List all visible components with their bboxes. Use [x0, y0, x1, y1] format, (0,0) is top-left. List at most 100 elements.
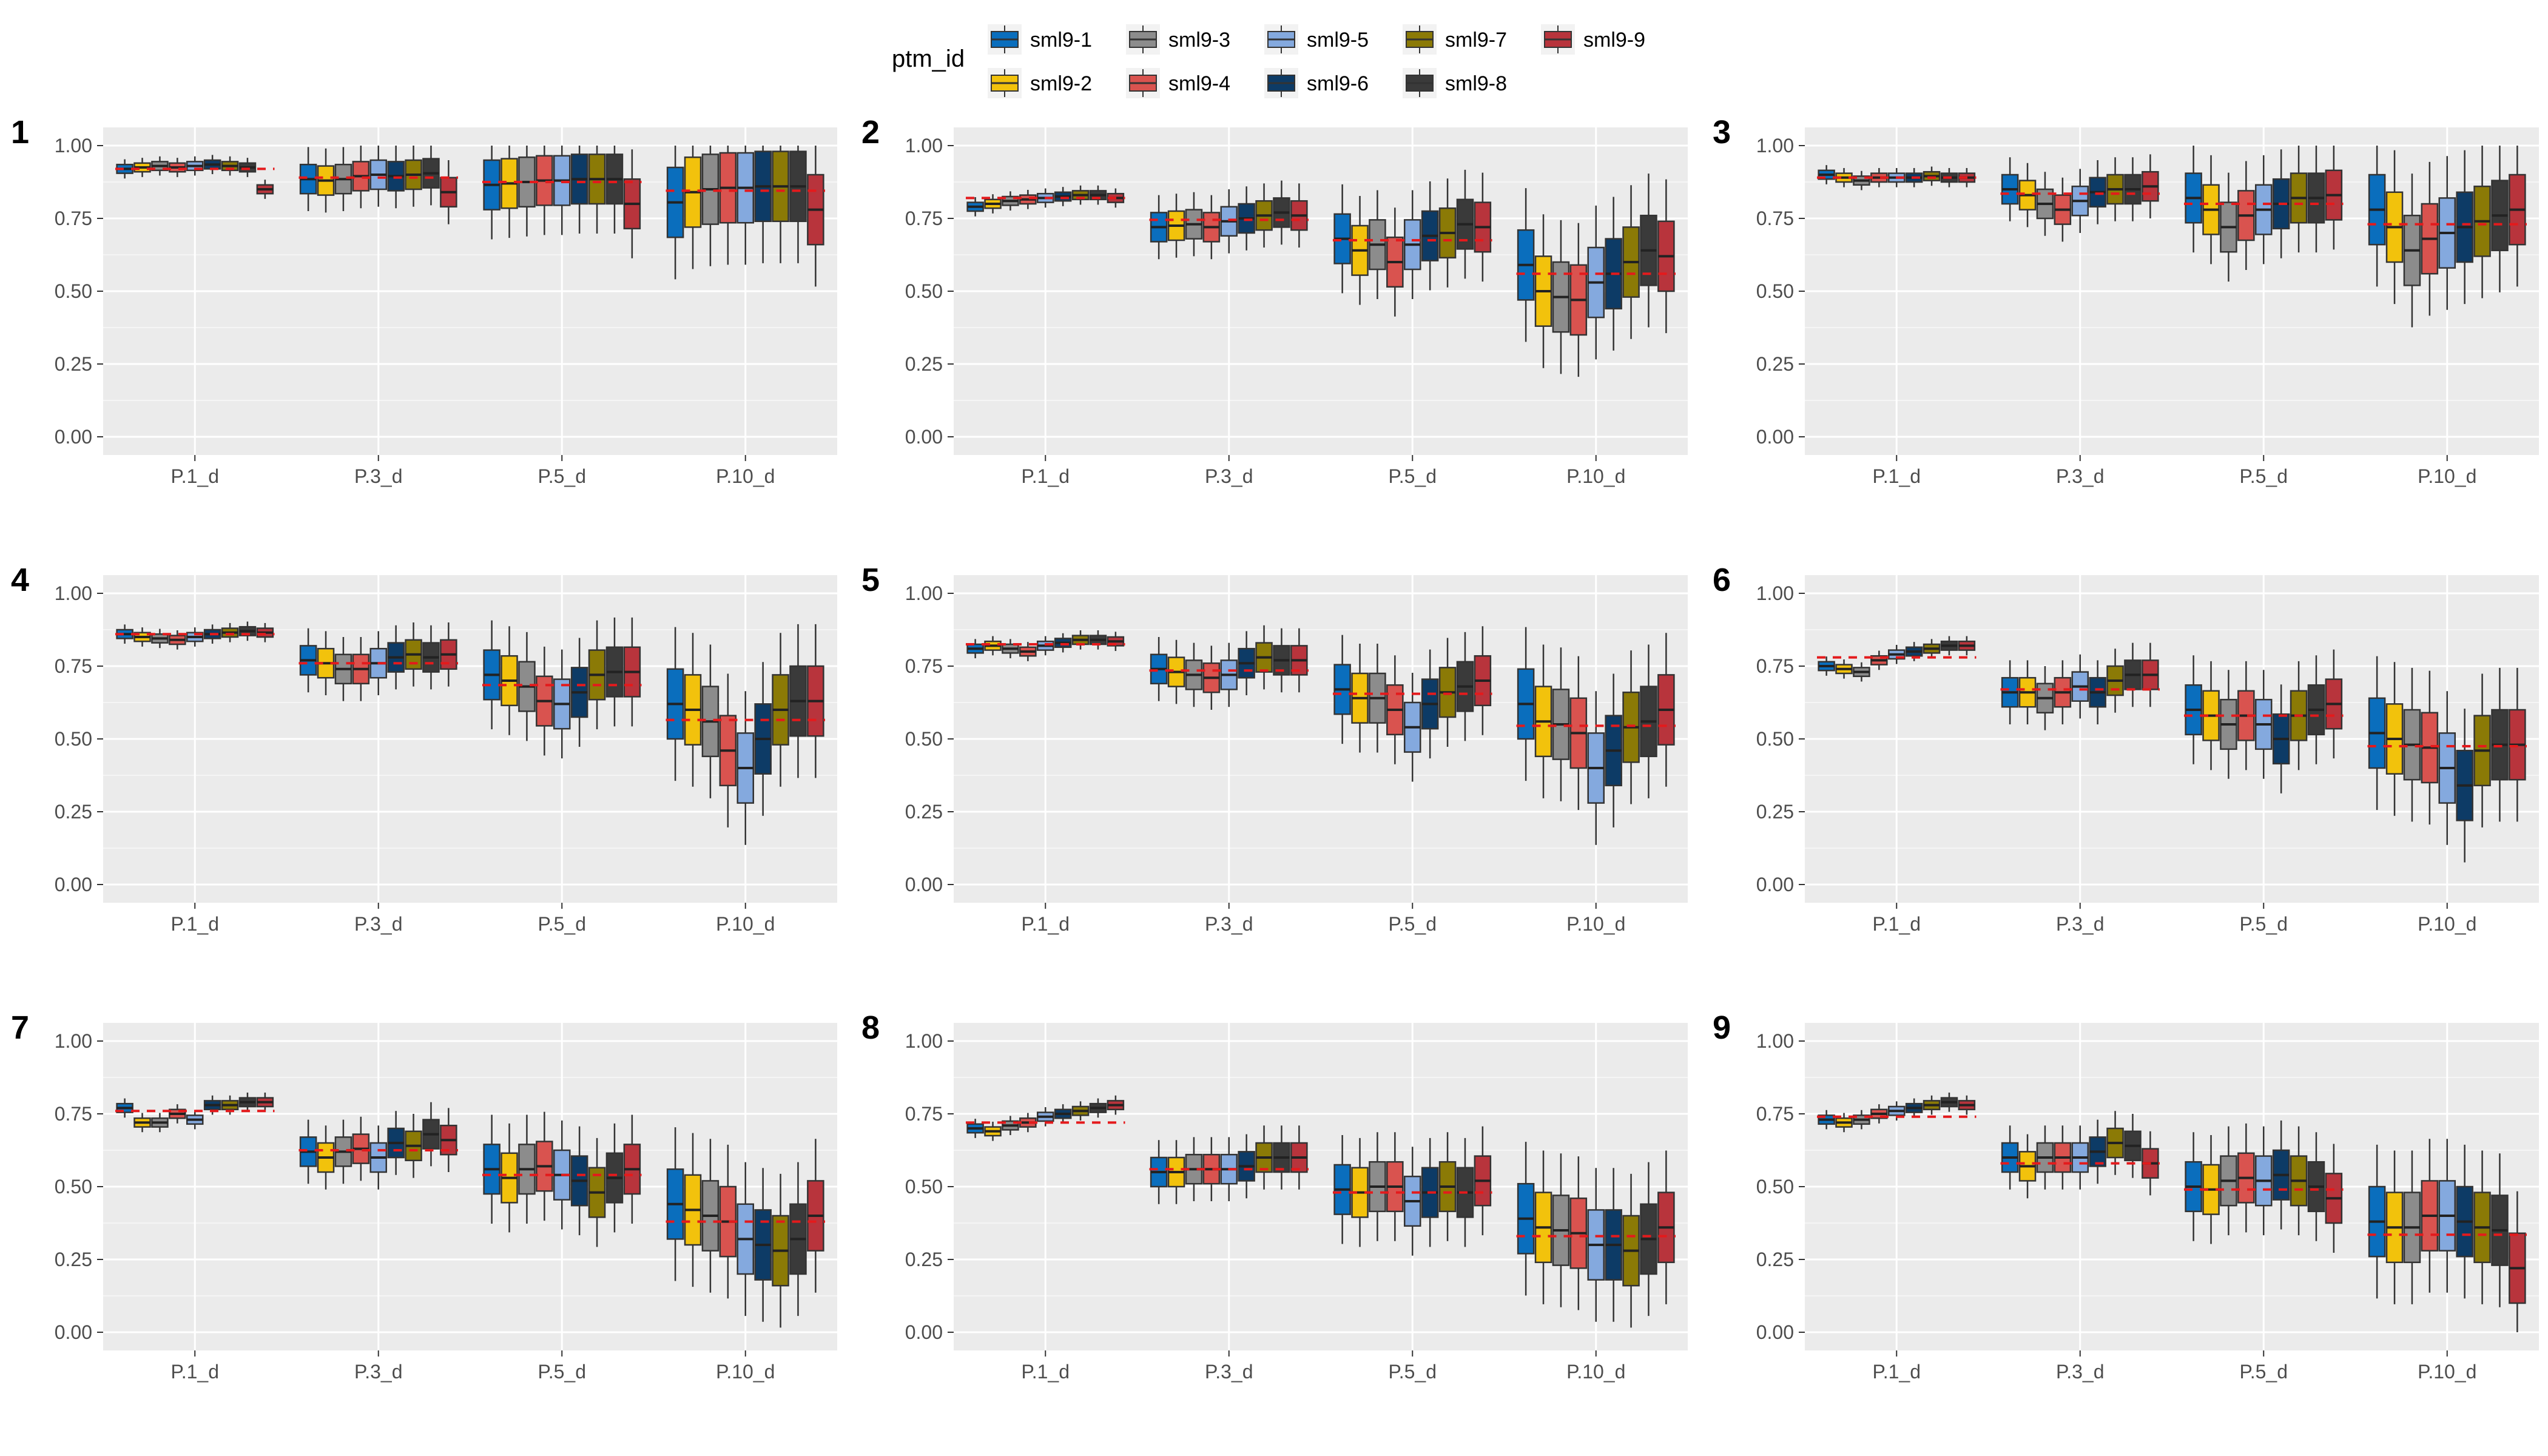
- box-sml9-6-P.3_d: [1238, 1134, 1255, 1199]
- box-sml9-6-P.3_d: [387, 1111, 405, 1175]
- box-sml9-5-P.1_d: [1887, 1101, 1906, 1121]
- y-tick-label: 0.00: [55, 1321, 92, 1343]
- y-tick-label: 0.50: [1756, 1176, 1794, 1198]
- box-sml9-1-P.10_d: [666, 1127, 684, 1281]
- box-sml9-9-P.10_d: [807, 1139, 824, 1293]
- y-tick-label: 0.25: [905, 353, 943, 375]
- y-tick-label: 0.75: [1756, 655, 1794, 677]
- box-sml9-8-P.5_d: [605, 617, 624, 727]
- legend-item-sml9-9: sml9-9: [1541, 24, 1645, 55]
- x-tick-label: P.10_d: [1566, 1361, 1625, 1383]
- panel-tag: 8: [861, 1009, 880, 1046]
- box-sml9-8-P.5_d: [2307, 655, 2325, 764]
- legend-item-sml9-8: sml9-8: [1403, 68, 1507, 98]
- box-sml9-7-P.1_d: [1071, 630, 1090, 650]
- box-sml9-2-P.10_d: [2385, 662, 2404, 816]
- box-sml9-8-P.1_d: [1089, 1098, 1107, 1118]
- y-tick-label: 0.00: [1756, 1321, 1794, 1343]
- y-tick-label: 0.50: [55, 728, 92, 750]
- box-sml9-1-P.1_d: [966, 1119, 984, 1138]
- x-tick-label: P.5_d: [2240, 1361, 2288, 1383]
- box-sml9-3-P.10_d: [1552, 1153, 1570, 1307]
- box-sml9-3-P.3_d: [1185, 642, 1203, 707]
- box-sml9-6-P.1_d: [203, 1095, 221, 1115]
- legend-item-sml9-2: sml9-2: [988, 68, 1092, 98]
- y-tick-label: 0.50: [55, 1176, 92, 1198]
- box-sml9-7-P.10_d: [1622, 1173, 1640, 1328]
- box-sml9-1-P.3_d: [299, 628, 317, 693]
- box-sml9-4-P.3_d: [1202, 195, 1221, 260]
- panel-7: 0.00 0.25 0.50 0.75 1.00 P.1_d P.3_d P.5_d P.10_…: [11, 1009, 837, 1383]
- box-sml9-3-P.5_d: [2220, 670, 2237, 779]
- y-tick-label: 1.00: [905, 582, 943, 604]
- x-tick-label: P.10_d: [2418, 465, 2476, 487]
- box-sml9-6-P.5_d: [570, 638, 588, 747]
- x-tick-label: P.3_d: [1205, 465, 1253, 487]
- legend-item-sml9-1: sml9-1: [988, 24, 1092, 55]
- box-sml9-8-P.3_d: [2124, 1114, 2142, 1178]
- box-sml9-7-P.5_d: [588, 1138, 606, 1247]
- box-sml9-9-P.5_d: [2325, 1144, 2343, 1253]
- legend-label: sml9-8: [1445, 72, 1507, 95]
- box-sml9-1-P.1_d: [966, 639, 984, 659]
- box-sml9-6-P.1_d: [1054, 1104, 1072, 1124]
- x-tick-label: P.10_d: [1566, 913, 1625, 935]
- box-sml9-3-P.3_d: [334, 637, 352, 701]
- box-sml9-3-P.3_d: [1185, 192, 1203, 257]
- panel-tag: 5: [861, 562, 880, 598]
- box-sml9-9-P.10_d: [1657, 179, 1675, 334]
- box-sml9-7-P.10_d: [2473, 673, 2491, 827]
- y-tick-label: 0.00: [905, 874, 943, 895]
- legend-label: sml9-7: [1445, 29, 1507, 52]
- box-sml9-5-P.10_d: [1587, 1168, 1605, 1322]
- box-sml9-7-P.5_d: [588, 146, 606, 234]
- box-sml9-1-P.10_d: [1517, 627, 1535, 781]
- box-sml9-5-P.10_d: [2438, 156, 2456, 310]
- panel-tag: 1: [11, 114, 29, 150]
- x-tick-label: P.1_d: [1022, 913, 1070, 935]
- x-tick-label: P.5_d: [2240, 465, 2288, 487]
- box-sml9-8-P.3_d: [2124, 642, 2142, 707]
- box-sml9-7-P.5_d: [1438, 638, 1457, 747]
- y-tick-label: 0.75: [55, 1103, 92, 1125]
- y-tick-label: 1.00: [905, 1030, 943, 1052]
- y-tick-label: 0.50: [905, 280, 943, 302]
- box-sml9-6-P.5_d: [2272, 1121, 2290, 1230]
- box-sml9-6-P.3_d: [1238, 186, 1255, 251]
- box-sml9-4-P.10_d: [719, 673, 737, 827]
- box-sml9-8-P.10_d: [2491, 667, 2509, 822]
- box-sml9-3-P.10_d: [701, 644, 720, 798]
- box-sml9-2-P.1_d: [133, 1113, 151, 1133]
- box-sml9-2-P.3_d: [2018, 660, 2037, 724]
- box-sml9-9-P.5_d: [623, 1114, 641, 1224]
- box-sml9-3-P.1_d: [1002, 639, 1019, 659]
- box-sml9-8-P.5_d: [1456, 169, 1474, 279]
- box-sml9-9-P.3_d: [440, 160, 457, 224]
- box-sml9-7-P.5_d: [1438, 178, 1457, 288]
- box-sml9-5-P.10_d: [736, 146, 755, 265]
- box-sml9-1-P.10_d: [1517, 1142, 1535, 1296]
- y-tick-label: 0.25: [905, 801, 943, 823]
- box-sml9-2-P.3_d: [317, 148, 335, 213]
- box-sml9-7-P.10_d: [2473, 146, 2491, 298]
- box-sml9-4-P.10_d: [2421, 161, 2439, 316]
- box-sml9-4-P.10_d: [1569, 223, 1588, 377]
- box-sml9-8-P.1_d: [238, 1092, 257, 1112]
- box-sml9-6-P.10_d: [2456, 150, 2473, 305]
- y-tick-label: 0.25: [55, 1249, 92, 1270]
- panel-3: 0.00 0.25 0.50 0.75 1.00 P.1_d P.3_d P.5_d P.10_…: [1713, 114, 2539, 487]
- box-sml9-2-P.3_d: [2018, 163, 2037, 228]
- box-sml9-9-P.10_d: [2509, 146, 2526, 287]
- box-sml9-1-P.3_d: [2001, 157, 2019, 221]
- box-sml9-2-P.5_d: [2202, 155, 2220, 265]
- y-tick-label: 1.00: [55, 135, 92, 157]
- box-sml9-4-P.5_d: [536, 146, 553, 235]
- box-sml9-7-P.3_d: [1255, 1125, 1273, 1190]
- box-sml9-5-P.5_d: [1403, 673, 1421, 782]
- box-sml9-7-P.3_d: [1255, 625, 1273, 690]
- box-sml9-7-P.3_d: [405, 1114, 422, 1178]
- box-sml9-8-P.1_d: [1940, 1092, 1958, 1112]
- box-sml9-1-P.3_d: [299, 1119, 317, 1184]
- box-sml9-9-P.5_d: [1474, 172, 1492, 282]
